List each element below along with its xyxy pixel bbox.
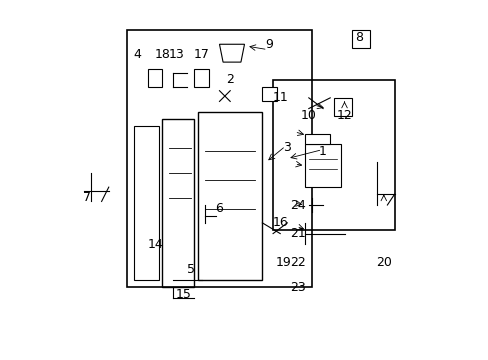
Text: 4: 4	[133, 49, 141, 62]
Text: 10: 10	[300, 109, 316, 122]
Bar	[262, 87, 276, 102]
Text: 16: 16	[272, 216, 287, 229]
Bar	[305, 134, 329, 144]
Text: 7: 7	[83, 192, 91, 204]
Text: 3: 3	[283, 141, 291, 154]
Bar	[148, 69, 162, 87]
Text: 2: 2	[226, 73, 234, 86]
Text: 18: 18	[154, 49, 170, 62]
Text: 22: 22	[289, 256, 305, 269]
Text: 14: 14	[147, 238, 163, 251]
Text: 23: 23	[289, 281, 305, 294]
Bar	[272, 80, 394, 230]
Bar	[126, 30, 312, 287]
Text: 9: 9	[265, 38, 273, 51]
Text: 24: 24	[289, 198, 305, 212]
Text: 19: 19	[275, 256, 291, 269]
Text: 21: 21	[289, 227, 305, 240]
Bar	[194, 69, 208, 87]
Text: 8: 8	[354, 31, 362, 44]
Text: 6: 6	[215, 202, 223, 215]
Bar	[305, 144, 340, 187]
Text: 5: 5	[186, 263, 195, 276]
Text: 20: 20	[375, 256, 391, 269]
Text: 13: 13	[168, 49, 184, 62]
Text: 17: 17	[193, 49, 209, 62]
Text: 11: 11	[272, 91, 287, 104]
Text: 15: 15	[176, 288, 191, 301]
Text: 12: 12	[336, 109, 352, 122]
Text: 1: 1	[319, 145, 326, 158]
